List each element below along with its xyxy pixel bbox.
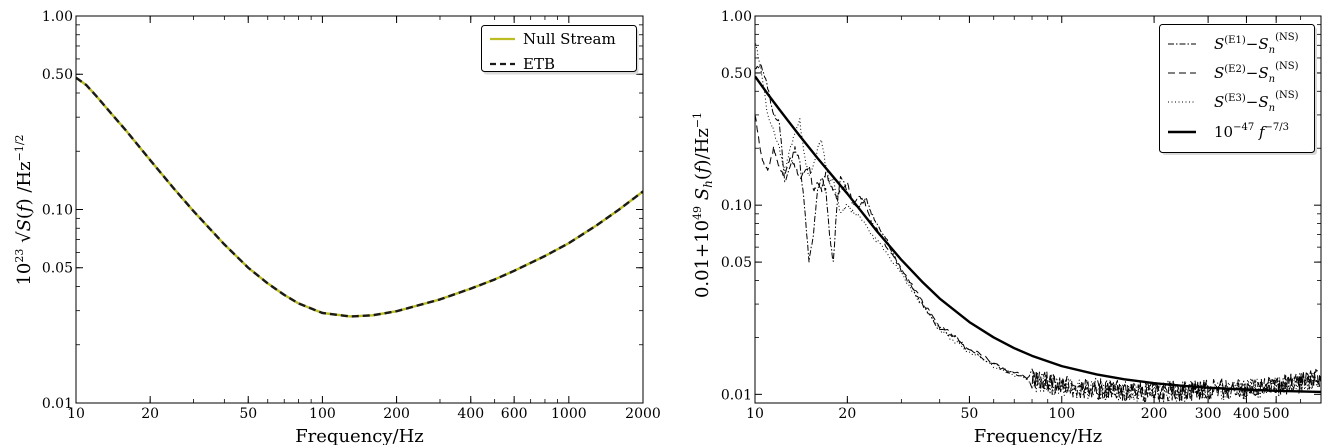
left-curves [76,76,643,318]
right-y-tick-label: 0.50 [721,66,752,82]
left-x-tick-label: 200 [383,406,410,422]
left-x-tick-label: 400 [457,406,484,422]
right-x-tick-label: 50 [961,406,979,422]
right-chart: 10 20 50 100 200 300 400 500 0.01 0.05 0.10 0.50 1.0… [691,9,1322,445]
legend-label-e2: S(E2)−Sn(NS) [1214,61,1299,85]
right-curves [755,40,1321,403]
legend-label-e3: S(E3)−Sn(NS) [1214,90,1299,114]
left-x-tick-label: 50 [239,406,257,422]
right-x-tick-label: 100 [1048,406,1075,422]
left-ticks: 10 20 50 100 200 400 600 1000 2000 0.01 0.05 0.10 0.… [42,9,661,422]
left-series-2-line [76,76,643,318]
left-chart: 10 20 50 100 200 400 600 1000 2000 0.01 0.05 0.10 0.… [13,9,661,445]
right-legend: S(E1)−Sn(NS) S(E2)−Sn(NS) S(E3)−Sn(NS) 1… [1159,24,1317,155]
right-x-axis-label: Frequency/Hz [974,426,1103,445]
left-y-tick-label: 1.00 [42,9,73,25]
left-x-tick-label: 100 [309,406,336,422]
right-y-tick-label: 0.01 [721,387,752,403]
left-x-tick-label: 10 [67,406,85,422]
right-y-tick-label: 0.10 [721,198,752,214]
right-x-tick-label: 20 [838,406,856,422]
right-x-tick-label: 10 [746,406,764,422]
right-x-tick-label: 200 [1141,406,1168,422]
right-x-tick-label: 500 [1263,406,1290,422]
right-x-tick-label: 300 [1195,406,1222,422]
right-series-4-line [755,75,1321,394]
left-x-axis-label: Frequency/Hz [295,426,424,445]
right-ticks: 10 20 50 100 200 300 400 500 0.01 0.05 0.10 0.50 1.0… [721,9,1322,422]
left-series-1-line [76,76,643,318]
left-x-tick-label: 2000 [625,406,661,422]
legend-label-e1: S(E1)−Sn(NS) [1214,32,1299,56]
left-legend: Null Stream ETB [481,25,639,75]
left-y-tick-label: 0.10 [42,203,73,219]
right-y-tick-label: 0.05 [721,255,752,271]
right-x-tick-label: 400 [1233,406,1260,422]
left-y-axis-label: 1023 √S(f) /Hz−1/2 [13,134,35,285]
left-y-tick-label: 0.50 [42,67,73,83]
right-plot-frame [754,15,1322,404]
left-x-tick-label: 600 [501,406,528,422]
left-y-tick-label: 0.01 [42,396,73,412]
left-legend-box [481,25,637,72]
left-x-tick-label: 1000 [551,406,587,422]
right-y-tick-label: 1.00 [721,9,752,25]
left-y-tick-label: 0.05 [42,261,73,277]
right-legend-box [1159,24,1315,153]
legend-label-null-stream: Null Stream [523,30,616,48]
left-x-tick-label: 20 [141,406,159,422]
legend-label-etb: ETB [523,55,555,73]
right-y-axis-label: 0.01+1049 Sh(f)/Hz−1 [691,112,715,298]
